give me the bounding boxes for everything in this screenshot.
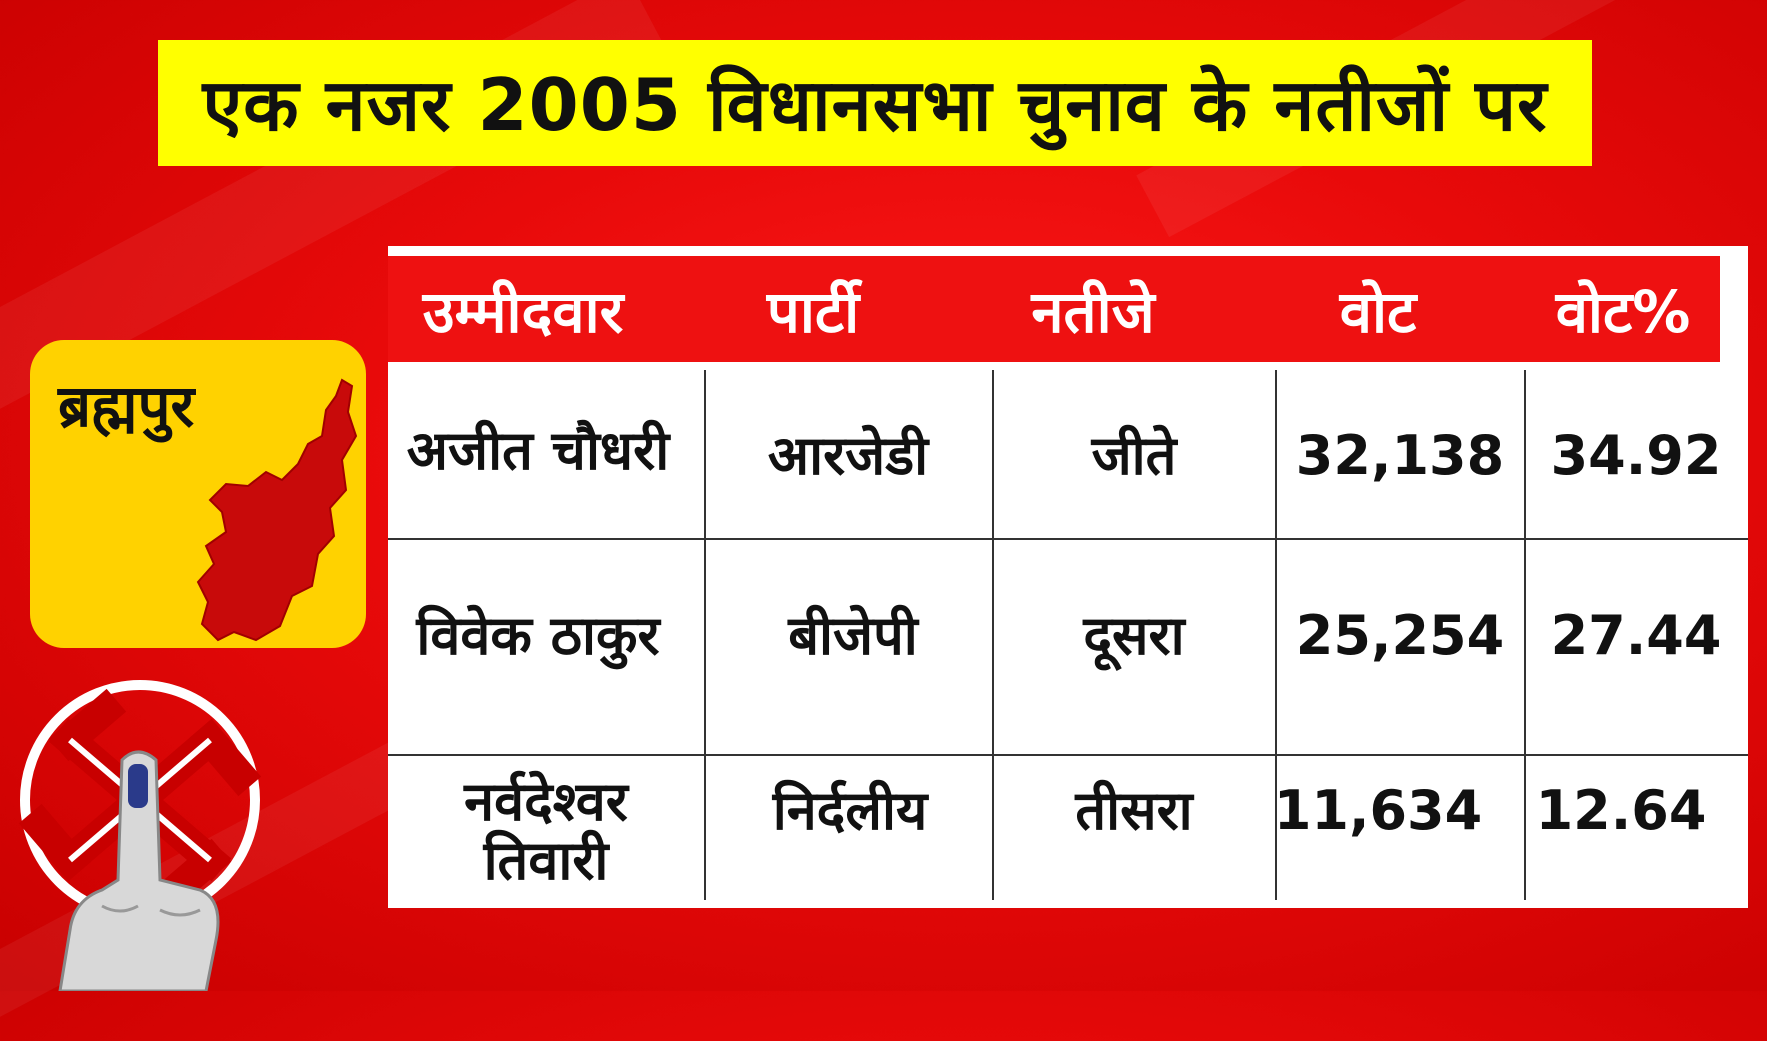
table-row-1-result: जीते — [1091, 424, 1177, 488]
table-row-1-votes: 32,138 — [1295, 424, 1505, 488]
header-votes: वोट — [1339, 277, 1417, 346]
table-row-2-candidate: विवेक ठाकुर — [416, 604, 660, 668]
table-row-3-votes: 11,634 — [1273, 779, 1483, 843]
table-row-1-party: आरजेडी — [767, 424, 929, 488]
table-row-1-vote-percent: 34.92 — [1550, 424, 1722, 488]
table-row-3-candidate: नर्वदेश्वर तिवारी — [464, 769, 628, 892]
table-row-2-vote-percent: 27.44 — [1550, 604, 1722, 668]
grid-line — [388, 754, 1748, 756]
page-title: एक नजर 2005 विधानसभा चुनाव के नतीजों पर — [202, 63, 1548, 147]
grid-line — [388, 538, 1748, 540]
table-row-1-candidate: अजीत चौधरी — [406, 419, 670, 483]
grid-line — [704, 370, 706, 900]
inked-finger-icon — [58, 750, 220, 991]
table-row-2-votes: 25,254 — [1295, 604, 1505, 668]
results-table: उम्मीदवार पार्टी नतीजे वोट वोट% अजीत चौध… — [388, 246, 1748, 908]
table-row-2-result: दूसरा — [1083, 604, 1185, 668]
header-party: पार्टी — [766, 277, 860, 346]
table-row-3-party: निर्दलीय — [772, 779, 928, 843]
table-row-3-result: तीसरा — [1075, 779, 1193, 843]
title-banner: एक नजर 2005 विधानसभा चुनाव के नतीजों पर — [158, 40, 1592, 166]
constituency-map-icon — [196, 378, 358, 642]
constituency-name: ब्रह्मपुर — [58, 372, 195, 440]
election-swastika-icon — [18, 680, 262, 991]
header-vote-percent: वोट% — [1555, 277, 1691, 346]
grid-line — [1275, 370, 1277, 900]
table-row-3-vote-percent: 12.64 — [1535, 779, 1707, 843]
constituency-badge: ब्रह्मपुर — [30, 340, 366, 648]
table-header: उम्मीदवार पार्टी नतीजे वोट वोट% — [388, 256, 1720, 362]
grid-line — [992, 370, 994, 900]
header-result: नतीजे — [1031, 277, 1155, 346]
grid-line — [1524, 370, 1526, 900]
table-row-2-party: बीजेपी — [788, 604, 918, 668]
header-candidate: उम्मीदवार — [422, 277, 624, 346]
